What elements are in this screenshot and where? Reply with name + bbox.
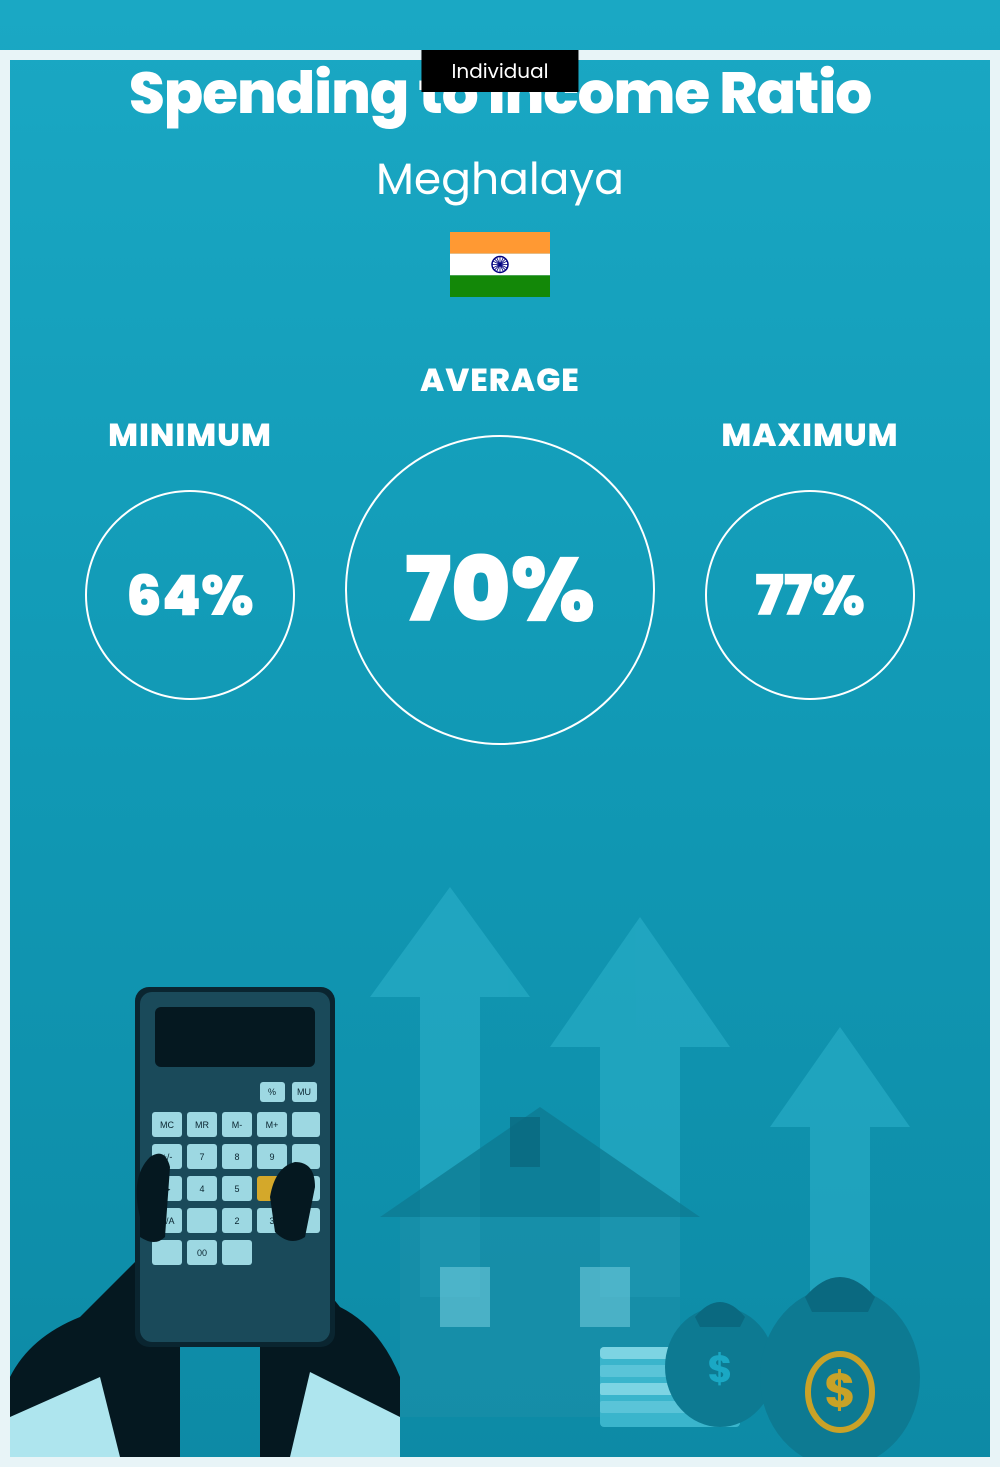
stat-average: AVERAGE 70% xyxy=(345,357,655,745)
stat-minimum-value: 64% xyxy=(126,553,253,638)
svg-text:%: % xyxy=(268,1087,276,1097)
category-badge: Individual xyxy=(421,50,578,92)
stat-maximum-label: MAXIMUM xyxy=(721,412,898,460)
svg-text:4: 4 xyxy=(199,1184,204,1194)
svg-text:MC: MC xyxy=(160,1120,174,1130)
stat-minimum: MINIMUM 64% xyxy=(85,412,295,700)
svg-text:M+: M+ xyxy=(266,1120,279,1130)
money-bag-small-icon: $ xyxy=(665,1302,775,1427)
bottom-border xyxy=(0,1457,1000,1467)
stats-container: MINIMUM 64% AVERAGE 70% MAXIMUM 77% xyxy=(0,357,1000,745)
page-subtitle: Meghalaya xyxy=(0,147,1000,212)
stat-average-label: AVERAGE xyxy=(420,357,580,405)
financial-illustration: $ $ xyxy=(0,817,1000,1467)
svg-text:MU: MU xyxy=(297,1087,311,1097)
stat-minimum-circle: 64% xyxy=(85,490,295,700)
hands-calculator-icon: % MU MC MR M- M+ +/- 7 8 9 ▶ 4 5 C/A 2 3… xyxy=(10,987,400,1457)
stat-maximum: MAXIMUM 77% xyxy=(705,412,915,700)
stat-maximum-value: 77% xyxy=(755,553,865,638)
svg-text:8: 8 xyxy=(234,1152,239,1162)
stat-maximum-circle: 77% xyxy=(705,490,915,700)
svg-text:MR: MR xyxy=(195,1120,209,1130)
svg-text:$: $ xyxy=(824,1357,856,1424)
india-flag-icon xyxy=(450,232,550,297)
stat-average-value: 70% xyxy=(405,522,595,658)
svg-text:00: 00 xyxy=(197,1248,207,1258)
svg-text:$: $ xyxy=(707,1343,732,1396)
svg-text:7: 7 xyxy=(199,1152,204,1162)
svg-text:9: 9 xyxy=(269,1152,274,1162)
svg-text:2: 2 xyxy=(234,1216,239,1226)
stat-average-circle: 70% xyxy=(345,435,655,745)
svg-text:M-: M- xyxy=(232,1120,243,1130)
money-bag-large-icon: $ xyxy=(760,1277,920,1467)
svg-text:5: 5 xyxy=(234,1184,239,1194)
stat-minimum-label: MINIMUM xyxy=(108,412,272,460)
